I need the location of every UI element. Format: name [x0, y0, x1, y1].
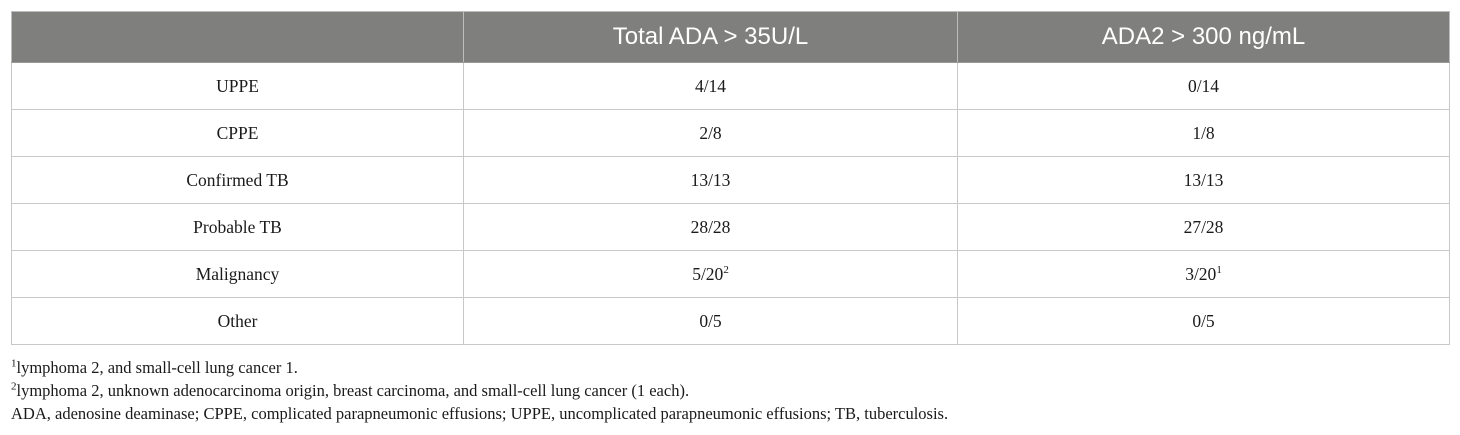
table-row: Probable TB 28/28 27/28 — [11, 203, 1450, 251]
table-footnotes: 1lymphoma 2, and small-cell lung cancer … — [11, 356, 1449, 425]
table-row: Malignancy 5/202 3/201 — [11, 250, 1450, 298]
ada2-cell: 0/5 — [957, 297, 1450, 345]
table-row: UPPE 4/14 0/14 — [11, 62, 1450, 110]
cell-value: 0/5 — [1192, 310, 1215, 331]
ada2-cell: 0/14 — [957, 62, 1450, 110]
footnote-marker: 1 — [1216, 263, 1222, 276]
cell-value: 1/8 — [1192, 122, 1215, 143]
footnote-marker: 2 — [723, 263, 729, 276]
data-table-container: Total ADA > 35U/L ADA2 > 300 ng/mL UPPE … — [11, 11, 1450, 345]
row-label: Probable TB — [11, 203, 464, 251]
cell-value: 3/20 — [1185, 263, 1217, 284]
footnote-text: lymphoma 2, unknown adenocarcinoma origi… — [16, 381, 690, 400]
cell-value: 4/14 — [694, 75, 727, 96]
footnote: 2lymphoma 2, unknown adenocarcinoma orig… — [11, 379, 1449, 402]
row-label: Malignancy — [11, 250, 464, 298]
cell-value: 2/8 — [699, 122, 722, 143]
ada2-cell: 27/28 — [957, 203, 1450, 251]
total-ada-cell: 5/202 — [463, 250, 958, 298]
cell-value: 0/5 — [699, 310, 722, 331]
row-label: UPPE — [11, 62, 464, 110]
total-ada-cell: 13/13 — [463, 156, 958, 204]
abbreviations-note: ADA, adenosine deaminase; CPPE, complica… — [11, 402, 1449, 425]
footnote-number: 1 — [11, 357, 17, 370]
table-row: Other 0/5 0/5 — [11, 297, 1450, 345]
ada2-cell: 1/8 — [957, 109, 1450, 157]
table-header: Total ADA > 35U/L ADA2 > 300 ng/mL — [11, 11, 1450, 63]
cell-value: 28/28 — [690, 216, 731, 237]
footnote-text: lymphoma 2, and small-cell lung cancer 1… — [16, 358, 298, 377]
footnote-number: 2 — [11, 380, 17, 393]
table-row: CPPE 2/8 1/8 — [11, 109, 1450, 157]
data-table: Total ADA > 35U/L ADA2 > 300 ng/mL UPPE … — [11, 11, 1450, 345]
table-body: UPPE 4/14 0/14 CPPE 2/8 1/8 Confirmed TB… — [11, 62, 1450, 345]
abbreviations-text: ADA, adenosine deaminase; CPPE, complica… — [11, 404, 949, 423]
total-ada-cell: 28/28 — [463, 203, 958, 251]
header-cell-ada2: ADA2 > 300 ng/mL — [957, 11, 1450, 63]
header-cell-total-ada: Total ADA > 35U/L — [463, 11, 958, 63]
cell-value: 13/13 — [690, 169, 731, 190]
total-ada-cell: 0/5 — [463, 297, 958, 345]
cell-value: 27/28 — [1183, 216, 1224, 237]
total-ada-cell: 4/14 — [463, 62, 958, 110]
total-ada-cell: 2/8 — [463, 109, 958, 157]
cell-value: 5/20 — [692, 263, 724, 284]
row-label: Confirmed TB — [11, 156, 464, 204]
ada2-cell: 3/201 — [957, 250, 1450, 298]
header-row: Total ADA > 35U/L ADA2 > 300 ng/mL — [11, 11, 1450, 63]
cell-value: 0/14 — [1187, 75, 1220, 96]
row-label: Other — [11, 297, 464, 345]
row-label: CPPE — [11, 109, 464, 157]
table-row: Confirmed TB 13/13 13/13 — [11, 156, 1450, 204]
footnote: 1lymphoma 2, and small-cell lung cancer … — [11, 356, 1449, 379]
cell-value: 13/13 — [1183, 169, 1224, 190]
ada2-cell: 13/13 — [957, 156, 1450, 204]
header-cell-empty — [11, 11, 464, 63]
